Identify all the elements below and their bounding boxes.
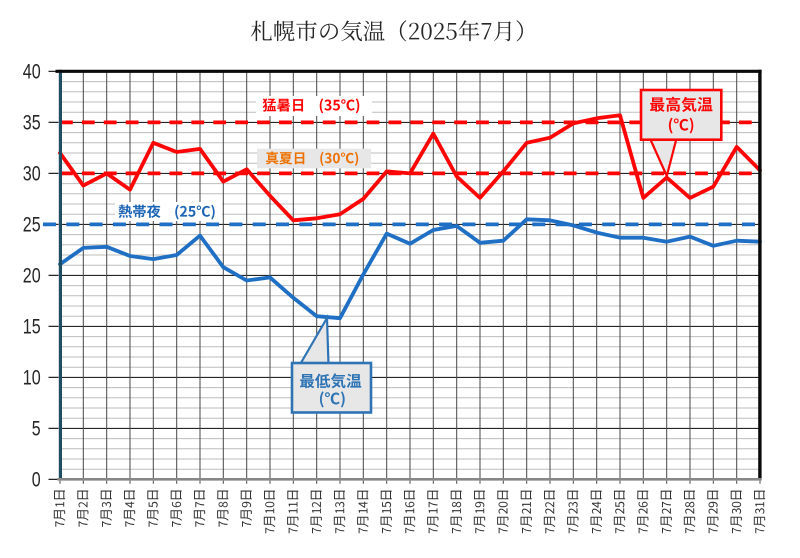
svg-text:10: 10 xyxy=(23,366,41,389)
svg-text:40: 40 xyxy=(23,60,41,83)
svg-text:30: 30 xyxy=(23,162,41,185)
svg-text:35: 35 xyxy=(23,111,41,134)
svg-text:20: 20 xyxy=(23,264,41,287)
svg-text:25: 25 xyxy=(23,213,41,236)
svg-text:0: 0 xyxy=(32,468,41,491)
svg-text:15: 15 xyxy=(23,315,41,338)
svg-text:5: 5 xyxy=(32,417,41,440)
